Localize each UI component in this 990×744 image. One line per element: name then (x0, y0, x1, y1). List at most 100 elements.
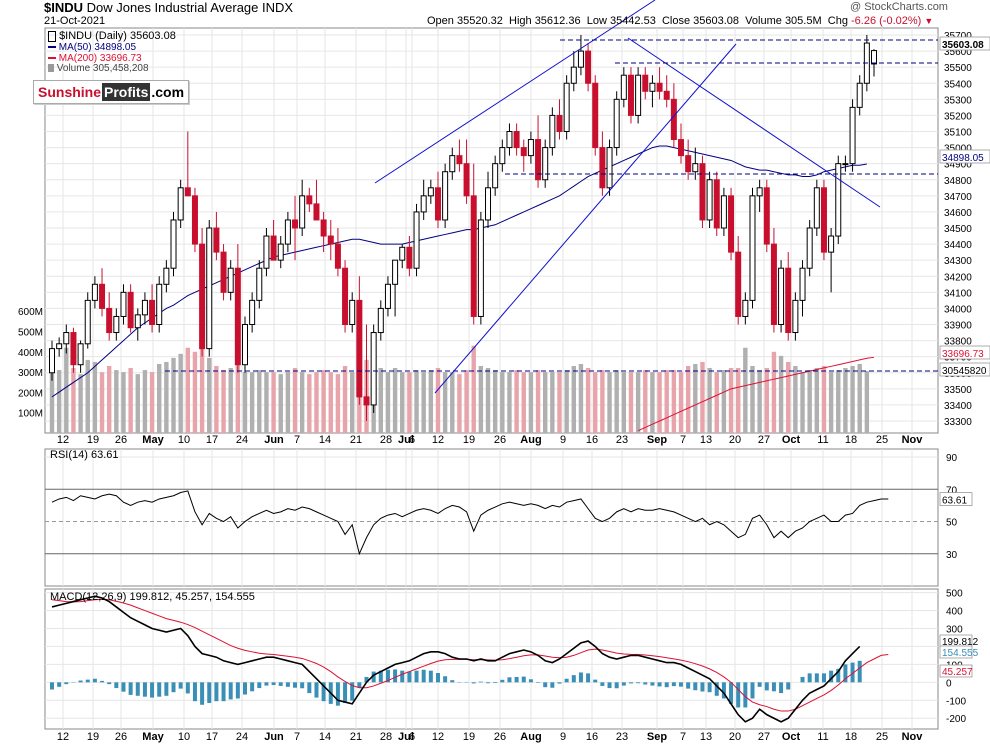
macd-histogram-bar (521, 676, 526, 683)
x-tick-label: May (142, 731, 164, 743)
candle-body (156, 283, 163, 325)
volume-bar (578, 363, 584, 433)
macd-histogram-bar (750, 682, 755, 699)
price-tick-label: 35000 (944, 144, 972, 155)
candle-body (806, 227, 813, 269)
x-tick-label: 11 (817, 731, 828, 743)
candle-body (871, 50, 877, 65)
volume-bar (478, 366, 484, 433)
x-tick-label: 12 (432, 731, 444, 743)
macd-histogram-bar (100, 680, 105, 683)
macd-value-box (939, 664, 973, 678)
macd-histogram-bar (857, 660, 862, 683)
x-tick-label: 19 (87, 434, 99, 446)
candle-body (556, 114, 563, 132)
macd-histogram-bar (586, 673, 591, 683)
candle-body (506, 131, 513, 149)
price-tick-label: 34500 (944, 224, 972, 235)
candle-body (842, 163, 849, 166)
macd-histogram-bar (450, 680, 455, 683)
candle-body (463, 163, 470, 197)
volume-bar (514, 370, 519, 433)
price-tick-label: 33400 (944, 401, 972, 412)
macd-histogram-bar (257, 682, 262, 689)
candle-body (513, 131, 520, 149)
candle-body (585, 50, 592, 84)
macd-histogram-bar (657, 682, 662, 687)
macd-histogram-bar (771, 682, 776, 692)
price-tick-label: 34000 (944, 304, 972, 315)
candle-body (599, 147, 606, 189)
candle-body (635, 74, 642, 116)
candle-body (642, 74, 649, 92)
macd-histogram-bar (242, 682, 247, 695)
volume-bar (650, 372, 655, 433)
volume-bar (106, 366, 112, 433)
macd-histogram-bar (786, 682, 791, 690)
macd-tick-label: -200 (946, 714, 966, 725)
candle-body (706, 179, 713, 221)
macd-histogram-bar (350, 682, 355, 701)
x-tick-label: 25 (876, 731, 888, 743)
candle-body (828, 235, 835, 253)
candle-body (792, 299, 799, 334)
candle-body (477, 219, 484, 317)
candle-body (227, 267, 234, 293)
macd-histogram-bar (414, 670, 419, 683)
volume-bar (600, 370, 605, 433)
macd-histogram-bar (814, 673, 819, 683)
macd-histogram-bar (821, 673, 826, 683)
volume-bar (307, 374, 312, 433)
volume-bar (721, 370, 727, 433)
candle-body (577, 50, 584, 68)
price-tick-label: 35200 (944, 111, 972, 122)
macd-histogram-bar (850, 662, 855, 683)
volume-bar (543, 372, 548, 433)
macd-tick-label: 400 (946, 607, 963, 618)
macd-histogram-bar (114, 682, 119, 689)
volume-bar (450, 372, 455, 433)
price-tick-label: 33300 (944, 417, 972, 428)
x-tick-label: 7 (294, 434, 300, 446)
macd-histogram-bar (192, 682, 197, 702)
volume-bar (585, 368, 591, 433)
rsi-line (51, 490, 889, 556)
macd-histogram-bar (64, 682, 69, 685)
macd-histogram-bar (686, 682, 691, 689)
macd-histogram-bar (264, 682, 269, 686)
candle-body (99, 283, 106, 309)
volume-bar (135, 374, 140, 433)
candle-body (91, 283, 98, 301)
x-tick-label: 6 (409, 731, 415, 743)
candle-body (184, 187, 191, 197)
volume-bar (764, 368, 769, 433)
macd-histogram-bar (300, 682, 305, 689)
candle-body (485, 187, 492, 221)
volume-bar (164, 361, 169, 433)
macd-histogram-bar (400, 670, 405, 683)
volume-value: 305.5M (784, 15, 822, 27)
price-label: 35603.08 (942, 40, 984, 51)
candle-body (56, 343, 63, 350)
x-tick-label: 16 (586, 434, 598, 446)
x-tick-label: 27 (758, 731, 770, 743)
macd-tick-label: 0 (946, 678, 952, 689)
macd-histogram-bar (636, 682, 641, 684)
macd-histogram-bar (557, 682, 562, 684)
macd-value-box (939, 645, 973, 659)
volume-bar (485, 368, 491, 433)
candle-body (163, 267, 170, 285)
macd-histogram-bar (607, 682, 612, 689)
macd-histogram-bar (371, 671, 376, 683)
x-tick-label: Aug (520, 434, 541, 446)
macd-histogram-bar (250, 682, 255, 692)
macd-histogram-bar (421, 669, 426, 683)
macd-histogram-bar (471, 682, 476, 684)
candle-body (356, 299, 363, 398)
volume-bar (149, 372, 155, 433)
volume-bar (78, 374, 83, 433)
volume-bar (521, 372, 526, 433)
macd-histogram-bar (271, 682, 276, 686)
x-tick-label: 23 (616, 731, 628, 743)
volume-bar (321, 370, 326, 433)
